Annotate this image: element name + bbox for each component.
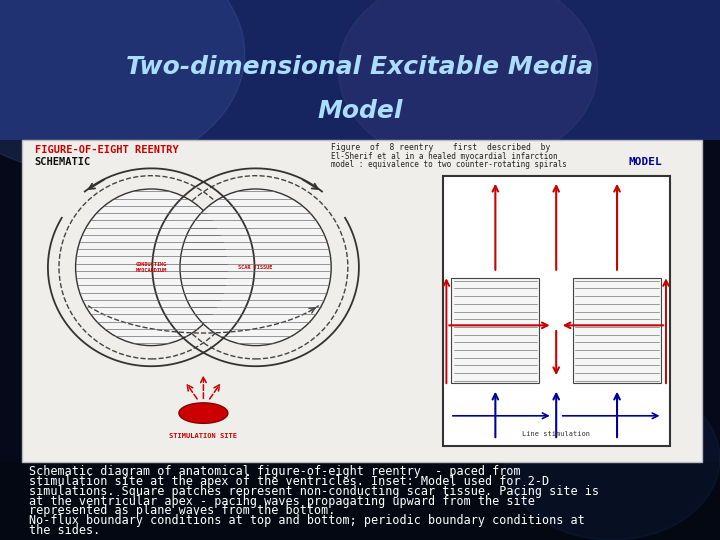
- Circle shape: [338, 0, 598, 167]
- Text: SCHEMATIC: SCHEMATIC: [35, 157, 91, 167]
- Circle shape: [504, 378, 720, 540]
- Text: the sides.: the sides.: [29, 524, 100, 537]
- Text: Model: Model: [318, 99, 402, 123]
- Bar: [443, 176, 670, 445]
- Text: at the ventricular apex - pacing waves propagating upward from the site: at the ventricular apex - pacing waves p…: [29, 495, 535, 508]
- Text: Schematic diagram of anatomical figure-of-eight reentry  - paced from: Schematic diagram of anatomical figure-o…: [29, 465, 521, 478]
- Ellipse shape: [179, 403, 228, 423]
- Text: Line stimulation: Line stimulation: [522, 431, 590, 437]
- Text: SCAR TISSUE: SCAR TISSUE: [238, 265, 273, 270]
- Ellipse shape: [76, 189, 227, 346]
- Text: CONDUCTING
MYOCARDIUM: CONDUCTING MYOCARDIUM: [135, 262, 167, 273]
- Text: MODEL: MODEL: [629, 157, 662, 167]
- Text: FIGURE-OF-EIGHT REENTRY: FIGURE-OF-EIGHT REENTRY: [35, 145, 179, 154]
- Bar: [573, 278, 661, 383]
- Ellipse shape: [180, 189, 331, 346]
- Text: represented as plane waves from the bottom.: represented as plane waves from the bott…: [29, 504, 336, 517]
- Text: No-flux boundary conditions at top and bottom; periodic boundary conditions at: No-flux boundary conditions at top and b…: [29, 514, 585, 527]
- Bar: [22, 140, 702, 462]
- Bar: [0, 0, 720, 140]
- Text: Two-dimensional Excitable Media: Two-dimensional Excitable Media: [127, 56, 593, 79]
- Text: model : equivalence to two counter-rotating spirals: model : equivalence to two counter-rotat…: [331, 160, 567, 169]
- Bar: [451, 278, 539, 383]
- Text: Figure  of  8 reentry    first  described  by: Figure of 8 reentry first described by: [331, 144, 551, 152]
- Circle shape: [0, 0, 245, 173]
- Text: stimulation site at the apex of the ventricles. Inset: Model used for 2-D: stimulation site at the apex of the vent…: [29, 475, 549, 488]
- Text: simulations. Square patches represent non-conducting scar tissue. Pacing site is: simulations. Square patches represent no…: [29, 485, 599, 498]
- Text: El-Sherif et al in a healed myocardial infarction: El-Sherif et al in a healed myocardial i…: [331, 152, 558, 161]
- Bar: [0, 462, 720, 540]
- Text: STIMULATION SITE: STIMULATION SITE: [169, 433, 238, 439]
